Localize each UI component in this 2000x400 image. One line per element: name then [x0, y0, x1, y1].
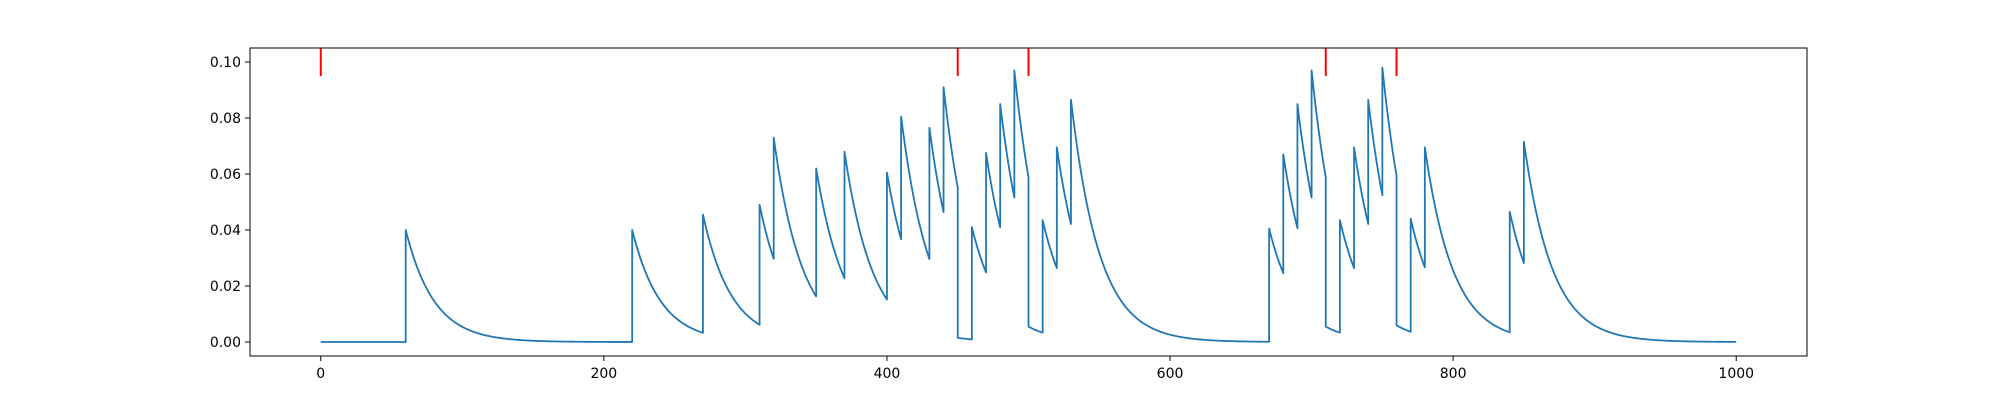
series-line — [320, 66, 1737, 343]
y-axis: 0.00 0.02 0.04 0.06 0.08 0.10 — [210, 55, 250, 351]
x-tick-label: 200 — [590, 366, 617, 382]
x-axis: 0 200 400 600 800 1000 — [316, 356, 1754, 382]
x-tick-label: 1000 — [1718, 366, 1754, 382]
y-tick-label: 0.04 — [210, 223, 241, 239]
x-tick-label: 400 — [874, 366, 901, 382]
y-tick-label: 0.00 — [210, 335, 241, 351]
y-tick-label: 0.06 — [210, 167, 241, 183]
y-tick-label: 0.10 — [210, 55, 241, 71]
plot-area — [319, 48, 1737, 343]
x-tick-label: 0 — [316, 366, 325, 382]
x-tick-label: 600 — [1157, 366, 1184, 382]
y-tick-label: 0.02 — [210, 279, 241, 295]
y-tick-label: 0.08 — [210, 111, 241, 127]
x-tick-label: 800 — [1440, 366, 1467, 382]
axes-frame — [249, 47, 1808, 357]
